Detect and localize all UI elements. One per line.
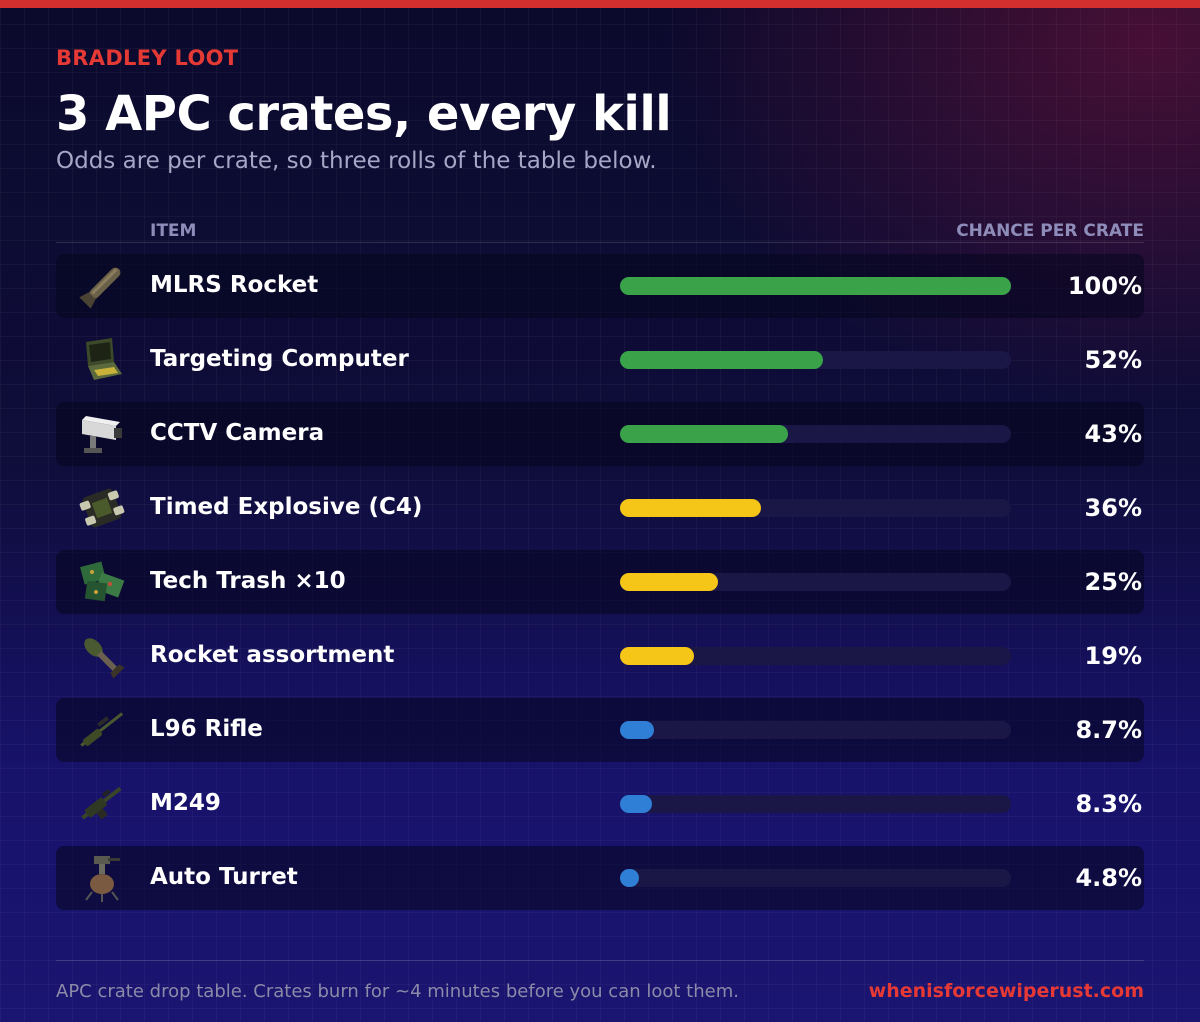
bar-track bbox=[620, 425, 1011, 443]
chance-value: 36% bbox=[1084, 494, 1142, 522]
chance-value: 43% bbox=[1084, 420, 1142, 448]
c4-explosive-icon bbox=[76, 482, 128, 534]
table-row: CCTV Camera 43% bbox=[56, 402, 1144, 466]
bar-fill bbox=[620, 721, 655, 739]
column-header-item: ITEM bbox=[150, 221, 197, 241]
chance-value: 8.7% bbox=[1075, 716, 1142, 744]
bar-fill bbox=[620, 647, 695, 665]
table-row: Timed Explosive (C4) 36% bbox=[56, 476, 1144, 540]
table-row: Auto Turret 4.8% bbox=[56, 846, 1144, 910]
table-row: Rocket assortment 19% bbox=[56, 624, 1144, 688]
page-subtitle: Odds are per crate, so three rolls of th… bbox=[56, 148, 657, 174]
bar-fill bbox=[620, 277, 1011, 295]
bar-fill bbox=[620, 869, 639, 887]
table-row: Targeting Computer 52% bbox=[56, 328, 1144, 392]
table-row: MLRS Rocket 100% bbox=[56, 254, 1144, 318]
item-label: MLRS Rocket bbox=[150, 272, 319, 298]
cctv-camera-icon bbox=[76, 408, 128, 460]
item-label: Rocket assortment bbox=[150, 642, 395, 668]
item-label: M249 bbox=[150, 790, 221, 816]
table-row: M249 8.3% bbox=[56, 772, 1144, 836]
chance-value: 19% bbox=[1084, 642, 1142, 670]
bar-track bbox=[620, 869, 1011, 887]
rocket-icon bbox=[76, 630, 128, 682]
tech-trash-icon bbox=[76, 556, 128, 608]
item-label: CCTV Camera bbox=[150, 420, 325, 446]
targeting-computer-icon bbox=[76, 334, 128, 386]
column-header-chance: CHANCE PER CRATE bbox=[956, 221, 1144, 241]
item-label: L96 Rifle bbox=[150, 716, 263, 742]
bar-track bbox=[620, 795, 1011, 813]
eyebrow-label: BRADLEY LOOT bbox=[56, 46, 239, 70]
bar-track bbox=[620, 573, 1011, 591]
mlrs-rocket-icon bbox=[76, 260, 128, 312]
chance-value: 100% bbox=[1067, 272, 1142, 300]
bar-fill bbox=[620, 351, 824, 369]
bar-track bbox=[620, 499, 1011, 517]
table-row: L96 Rifle 8.7% bbox=[56, 698, 1144, 762]
chance-value: 52% bbox=[1084, 346, 1142, 374]
site-link[interactable]: whenisforcewiperust.com bbox=[868, 980, 1144, 1002]
chance-value: 8.3% bbox=[1075, 790, 1142, 818]
item-label: Tech Trash ×10 bbox=[150, 568, 346, 594]
item-label: Timed Explosive (C4) bbox=[150, 494, 423, 520]
chance-value: 25% bbox=[1084, 568, 1142, 596]
bar-fill bbox=[620, 425, 789, 443]
footer-divider bbox=[56, 960, 1144, 961]
bar-track bbox=[620, 721, 1011, 739]
page-title: 3 APC crates, every kill bbox=[56, 86, 672, 142]
header-divider bbox=[56, 242, 1144, 243]
table-row: Tech Trash ×10 25% bbox=[56, 550, 1144, 614]
bar-track bbox=[620, 277, 1011, 295]
footer-note: APC crate drop table. Crates burn for ~4… bbox=[56, 981, 739, 1002]
item-label: Auto Turret bbox=[150, 864, 298, 890]
bar-track bbox=[620, 647, 1011, 665]
auto-turret-icon bbox=[76, 852, 128, 904]
l96-rifle-icon bbox=[76, 704, 128, 756]
m249-icon bbox=[76, 778, 128, 830]
chance-value: 4.8% bbox=[1075, 864, 1142, 892]
item-label: Targeting Computer bbox=[150, 346, 409, 372]
bar-fill bbox=[620, 795, 653, 813]
bar-fill bbox=[620, 499, 761, 517]
bar-track bbox=[620, 351, 1011, 369]
top-accent-bar bbox=[0, 0, 1200, 8]
bar-fill bbox=[620, 573, 718, 591]
